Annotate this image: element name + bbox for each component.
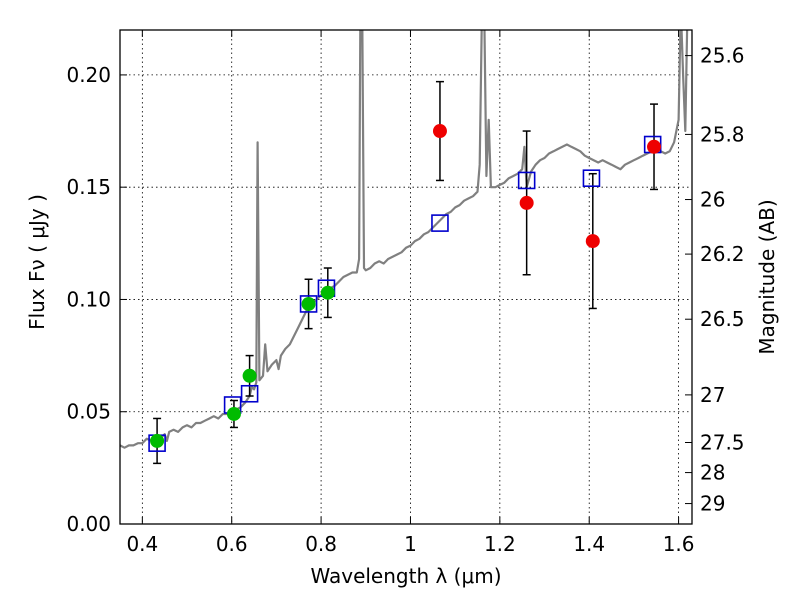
model-square [582, 169, 601, 187]
x-tick-label: 1.6 [663, 532, 695, 556]
spectrum-line [120, 30, 689, 449]
green-point [301, 296, 316, 311]
red-point [432, 124, 447, 139]
model-square [431, 214, 449, 232]
right-tick-label: 26.5 [700, 307, 745, 331]
y-tick-label: 0.05 [66, 400, 111, 424]
right-tick-label: 25.8 [700, 122, 745, 146]
model-square [299, 295, 318, 313]
axis-ticks: 0.4 0.6 0.8 1 1.2 1.4 1.6 0.00 0.05 0.10 0.15 0.20 2… [66, 30, 745, 556]
y-axis-label: Flux Fν ( μJy ) [25, 194, 49, 330]
right-tick-label: 26 [700, 188, 725, 212]
x-tick-label: 1 [404, 532, 417, 556]
y-tick-label: 0.20 [66, 63, 111, 87]
x-tick-label: 1.4 [573, 532, 605, 556]
x-tick-label: 0.6 [216, 532, 248, 556]
red-point [647, 139, 662, 154]
model-square [240, 384, 259, 403]
green-point [242, 368, 257, 383]
right-tick-label: 25.6 [700, 44, 745, 68]
x-tick-label: 1.2 [484, 532, 516, 556]
y-tick-label: 0.00 [66, 512, 111, 536]
y-tick-label: 0.15 [66, 175, 111, 199]
right-tick-label: 28 [700, 461, 725, 485]
x-tick-label: 0.8 [305, 532, 337, 556]
red-point [585, 234, 600, 249]
right-tick-label: 27.5 [700, 430, 745, 454]
green-point [320, 285, 335, 300]
model-square [517, 171, 536, 190]
y-tick-label: 0.10 [66, 287, 111, 311]
plot-data [120, 30, 689, 465]
right-tick-label: 27 [700, 383, 725, 407]
right-tick-label: 26.2 [700, 242, 745, 266]
right-tick-label: 29 [700, 492, 725, 516]
red-point [519, 195, 534, 210]
green-point [150, 433, 165, 448]
x-axis-label: Wavelength λ (μm) [310, 564, 501, 588]
plot-frame [119, 29, 693, 525]
x-tick-label: 0.4 [126, 532, 158, 556]
plot-area [120, 30, 689, 465]
green-point [226, 406, 241, 421]
right-axis-label: Magnitude (AB) [755, 199, 779, 354]
